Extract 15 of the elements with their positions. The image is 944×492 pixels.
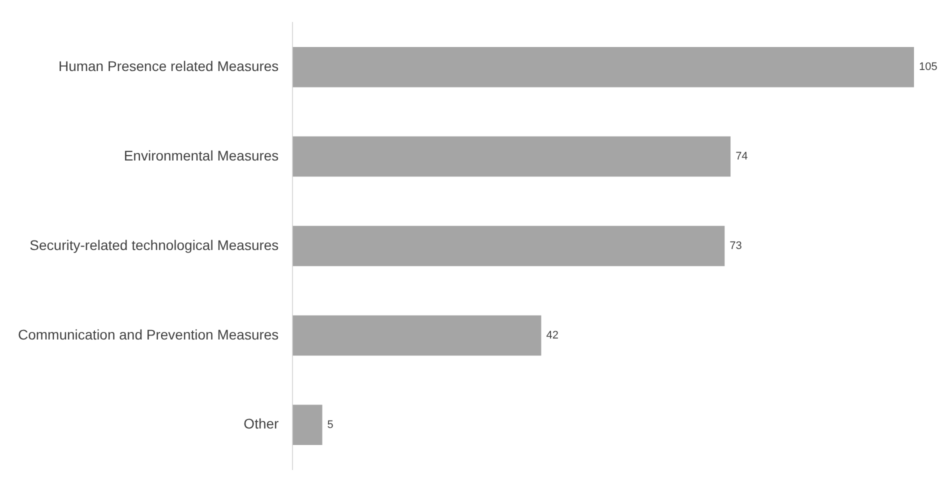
y-tick-label: Environmental Measures [124, 147, 279, 164]
y-tick-label: Communication and Prevention Measures [18, 326, 279, 342]
bar [292, 315, 542, 356]
bar [292, 46, 914, 88]
bar [292, 136, 731, 177]
data-label: 105 [919, 61, 938, 74]
y-tick-label: Human Presence related Measures [58, 58, 279, 74]
data-label: 5 [327, 418, 334, 431]
y-tick-label: Security-related technological Measures [30, 236, 279, 253]
data-label: 42 [546, 329, 558, 342]
data-label: 73 [730, 240, 742, 252]
bar [292, 226, 725, 266]
y-tick-label: Other [244, 416, 280, 432]
data-label: 74 [736, 150, 748, 163]
bar [292, 404, 322, 446]
